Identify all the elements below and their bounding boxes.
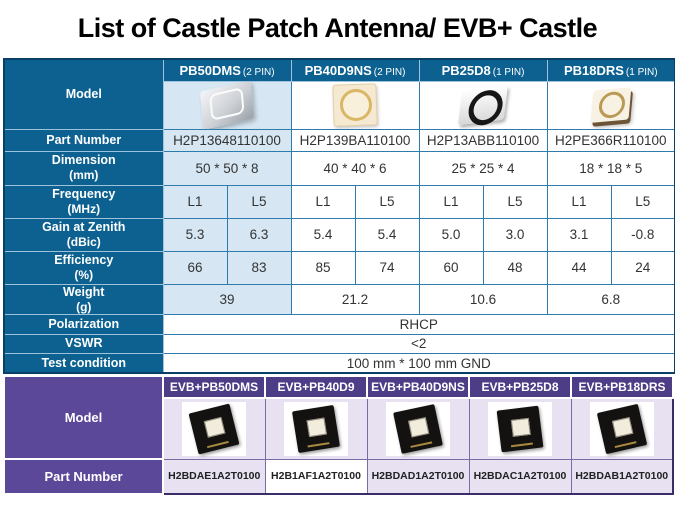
efficiency-value: 60 <box>418 250 484 285</box>
pin-count: (1 PIN) <box>492 66 525 78</box>
page-title: List of Castle Patch Antenna/ EVB+ Castl… <box>77 13 598 43</box>
evb-column-header: EVB+PB50DMS <box>162 375 266 399</box>
row-label-weight: Weight (g) <box>3 283 164 315</box>
model-name: PB50DMS <box>179 62 241 78</box>
evb-board-icon <box>188 403 240 455</box>
row-label-frequency: Frequency (MHz) <box>3 184 164 219</box>
evb-part-number-value: H2B1AF1A2T0100 <box>264 458 368 495</box>
evb-column-header: EVB+PB40D9 <box>264 375 368 399</box>
weight-value: 10.6 <box>418 283 548 315</box>
row-label-polarization: Polarization <box>3 313 164 335</box>
evb-image-cell <box>264 397 368 460</box>
dimension-value: 50 * 50 * 8 <box>162 150 292 186</box>
part-number-value: H2P13648110100 <box>162 128 292 152</box>
evb-column-header: EVB+PB40D9NS <box>366 375 470 399</box>
row-label-vswr: VSWR <box>3 333 164 354</box>
pin-count: (1 PIN) <box>625 66 658 78</box>
model-name: PB25D8 <box>441 62 491 78</box>
evb-board-icon <box>393 403 443 454</box>
row-label-efficiency: Efficiency (%) <box>3 250 164 285</box>
efficiency-value: 48 <box>482 250 548 285</box>
evb-table: Model EVB+PB50DMS EVB+PB40D9 EVB+PB40D9N… <box>3 375 674 495</box>
evb-part-number-value: H2BDAD1A2T0100 <box>366 458 470 495</box>
row-label-dimension: Dimension (mm) <box>3 150 164 186</box>
column-header-pb18drs: PB18DRS (1 PIN) <box>546 58 675 82</box>
band-value: L1 <box>418 184 484 219</box>
part-number-value: H2PE366R110100 <box>546 128 675 152</box>
band-value: L5 <box>610 184 675 219</box>
band-value: L5 <box>482 184 548 219</box>
part-number-value: H2P13ABB110100 <box>418 128 548 152</box>
dimension-value: 40 * 40 * 6 <box>290 150 420 186</box>
row-label-model: Model <box>3 58 164 130</box>
evb-board-icon <box>496 405 544 453</box>
row-label-part-number: Part Number <box>3 128 164 152</box>
vswr-value: <2 <box>162 333 675 354</box>
evb-row-label-model: Model <box>3 375 164 460</box>
weight-value: 21.2 <box>290 283 420 315</box>
gain-value: 3.1 <box>546 217 612 252</box>
antenna-image-cell <box>418 80 548 130</box>
pb18drs-antenna-icon <box>590 87 632 123</box>
evb-part-number-value: H2BDAE1A2T0100 <box>162 458 266 495</box>
dimension-value: 18 * 18 * 5 <box>546 150 675 186</box>
weight-value: 6.8 <box>546 283 675 315</box>
efficiency-value: 85 <box>290 250 356 285</box>
evb-part-number-value: H2BDAC1A2T0100 <box>468 458 572 495</box>
antenna-image-cell <box>546 80 675 130</box>
efficiency-value: 66 <box>162 250 228 285</box>
gain-value: 3.0 <box>482 217 548 252</box>
gain-value: 5.3 <box>162 217 228 252</box>
evb-image-cell <box>366 397 470 460</box>
evb-image-cell <box>570 397 674 460</box>
pb40d9ns-antenna-icon <box>332 83 378 127</box>
pin-count: (2 PIN) <box>373 66 406 78</box>
pb50dms-antenna-icon <box>199 82 255 128</box>
gain-value: 5.4 <box>290 217 356 252</box>
band-value: L1 <box>546 184 612 219</box>
efficiency-value: 24 <box>610 250 675 285</box>
evb-row-label-part-number: Part Number <box>3 458 164 495</box>
gain-value: -0.8 <box>610 217 675 252</box>
column-header-pb50dms: PB50DMS (2 PIN) <box>162 58 292 82</box>
polarization-value: RHCP <box>162 313 675 335</box>
model-name: PB18DRS <box>563 62 624 78</box>
efficiency-value: 74 <box>354 250 420 285</box>
row-label-test-condition: Test condition <box>3 352 164 374</box>
evb-column-header: EVB+PB18DRS <box>570 375 674 399</box>
antenna-spec-table: Model PB50DMS (2 PIN) PB40D9NS (2 PIN) PB2… <box>3 58 675 375</box>
antenna-image-cell <box>162 80 292 130</box>
gain-value: 6.3 <box>226 217 292 252</box>
column-header-pb25d8: PB25D8 (1 PIN) <box>418 58 548 82</box>
evb-board-icon <box>291 404 341 453</box>
evb-image-cell <box>468 397 572 460</box>
model-name: PB40D9NS <box>304 62 372 78</box>
test-condition-value: 100 mm * 100 mm GND <box>162 352 675 374</box>
evb-column-header: EVB+PB25D8 <box>468 375 572 399</box>
pb25d8-antenna-icon <box>458 84 508 128</box>
antenna-image-cell <box>290 80 420 130</box>
band-value: L5 <box>354 184 420 219</box>
evb-part-number-value: H2BDAB1A2T0100 <box>570 458 674 495</box>
dimension-value: 25 * 25 * 4 <box>418 150 548 186</box>
evb-board-icon <box>596 403 647 454</box>
gain-value: 5.0 <box>418 217 484 252</box>
pin-count: (2 PIN) <box>242 66 275 78</box>
part-number-value: H2P139BA110100 <box>290 128 420 152</box>
efficiency-value: 83 <box>226 250 292 285</box>
evb-image-cell <box>162 397 266 460</box>
band-value: L1 <box>290 184 356 219</box>
gain-value: 5.4 <box>354 217 420 252</box>
column-header-pb40d9ns: PB40D9NS (2 PIN) <box>290 58 420 82</box>
row-label-gain: Gain at Zenith (dBic) <box>3 217 164 252</box>
efficiency-value: 44 <box>546 250 612 285</box>
band-value: L5 <box>226 184 292 219</box>
band-value: L1 <box>162 184 228 219</box>
weight-value: 39 <box>162 283 292 315</box>
